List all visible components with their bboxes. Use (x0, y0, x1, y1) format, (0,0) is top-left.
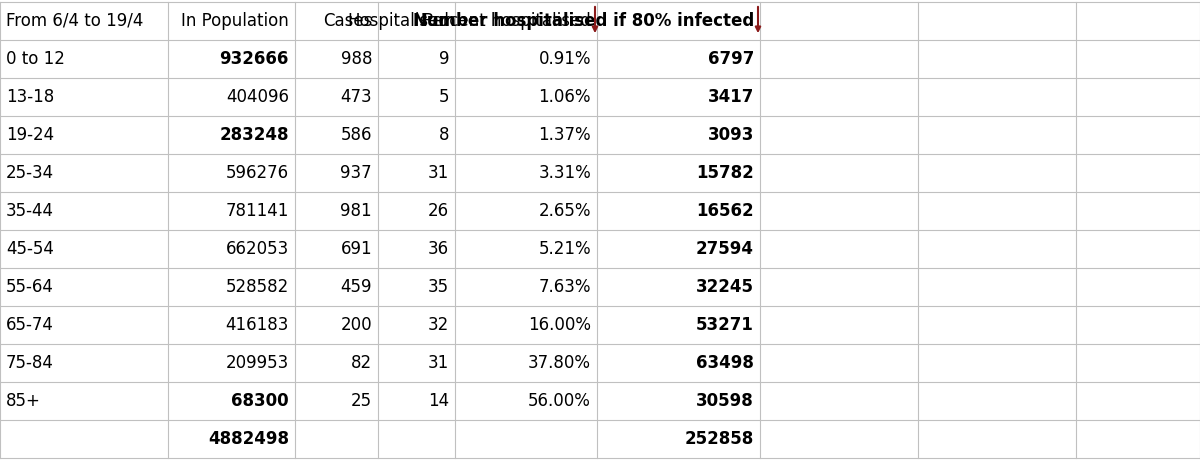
Text: 6797: 6797 (708, 50, 754, 68)
Text: 63498: 63498 (696, 354, 754, 372)
Text: 65-74: 65-74 (6, 316, 54, 334)
Text: 473: 473 (341, 88, 372, 106)
Text: 5.21%: 5.21% (539, 240, 592, 258)
Text: 56.00%: 56.00% (528, 392, 592, 410)
Text: 662053: 662053 (226, 240, 289, 258)
Text: 404096: 404096 (226, 88, 289, 106)
Text: 53271: 53271 (696, 316, 754, 334)
Text: 3417: 3417 (708, 88, 754, 106)
Text: 596276: 596276 (226, 164, 289, 182)
Text: 3093: 3093 (708, 126, 754, 144)
Text: 37.80%: 37.80% (528, 354, 592, 372)
Text: 0 to 12: 0 to 12 (6, 50, 65, 68)
Text: 32: 32 (427, 316, 449, 334)
Text: 4882498: 4882498 (208, 430, 289, 448)
Text: 0.91%: 0.91% (539, 50, 592, 68)
Text: 2.65%: 2.65% (539, 202, 592, 220)
Text: 988: 988 (341, 50, 372, 68)
Text: From 6/4 to 19/4: From 6/4 to 19/4 (6, 12, 143, 30)
Text: 35: 35 (428, 278, 449, 296)
Text: 1.37%: 1.37% (539, 126, 592, 144)
Text: 937: 937 (341, 164, 372, 182)
Text: 45-54: 45-54 (6, 240, 54, 258)
Text: Percent hospitalised: Percent hospitalised (424, 12, 592, 30)
Text: 25-34: 25-34 (6, 164, 54, 182)
Text: 528582: 528582 (226, 278, 289, 296)
Text: 459: 459 (341, 278, 372, 296)
Text: 781141: 781141 (226, 202, 289, 220)
Text: 25: 25 (350, 392, 372, 410)
Text: 586: 586 (341, 126, 372, 144)
Text: 1.06%: 1.06% (539, 88, 592, 106)
Text: 283248: 283248 (220, 126, 289, 144)
Text: In Population: In Population (181, 12, 289, 30)
Text: 68300: 68300 (232, 392, 289, 410)
Text: 30598: 30598 (696, 392, 754, 410)
Text: 932666: 932666 (220, 50, 289, 68)
Text: 200: 200 (341, 316, 372, 334)
Text: 26: 26 (428, 202, 449, 220)
Text: 14: 14 (428, 392, 449, 410)
Text: 252858: 252858 (685, 430, 754, 448)
Text: 15782: 15782 (696, 164, 754, 182)
Text: 32245: 32245 (696, 278, 754, 296)
Text: 31: 31 (427, 354, 449, 372)
Text: 981: 981 (341, 202, 372, 220)
Text: Cases: Cases (323, 12, 372, 30)
Text: 209953: 209953 (226, 354, 289, 372)
Text: 13-18: 13-18 (6, 88, 54, 106)
Text: 36: 36 (428, 240, 449, 258)
Text: 3.31%: 3.31% (539, 164, 592, 182)
Text: Number hospitalised if 80% infected: Number hospitalised if 80% infected (413, 12, 754, 30)
Text: 31: 31 (427, 164, 449, 182)
Text: 35-44: 35-44 (6, 202, 54, 220)
Text: 19-24: 19-24 (6, 126, 54, 144)
Text: 5: 5 (438, 88, 449, 106)
Text: 16.00%: 16.00% (528, 316, 592, 334)
Text: 691: 691 (341, 240, 372, 258)
Text: 27594: 27594 (696, 240, 754, 258)
Text: 7.63%: 7.63% (539, 278, 592, 296)
Text: 82: 82 (350, 354, 372, 372)
Text: 8: 8 (438, 126, 449, 144)
Text: 9: 9 (438, 50, 449, 68)
Text: 16562: 16562 (696, 202, 754, 220)
Text: 85+: 85+ (6, 392, 41, 410)
Text: 55-64: 55-64 (6, 278, 54, 296)
Text: 416183: 416183 (226, 316, 289, 334)
Text: Hospitalised: Hospitalised (347, 12, 449, 30)
Text: 75-84: 75-84 (6, 354, 54, 372)
